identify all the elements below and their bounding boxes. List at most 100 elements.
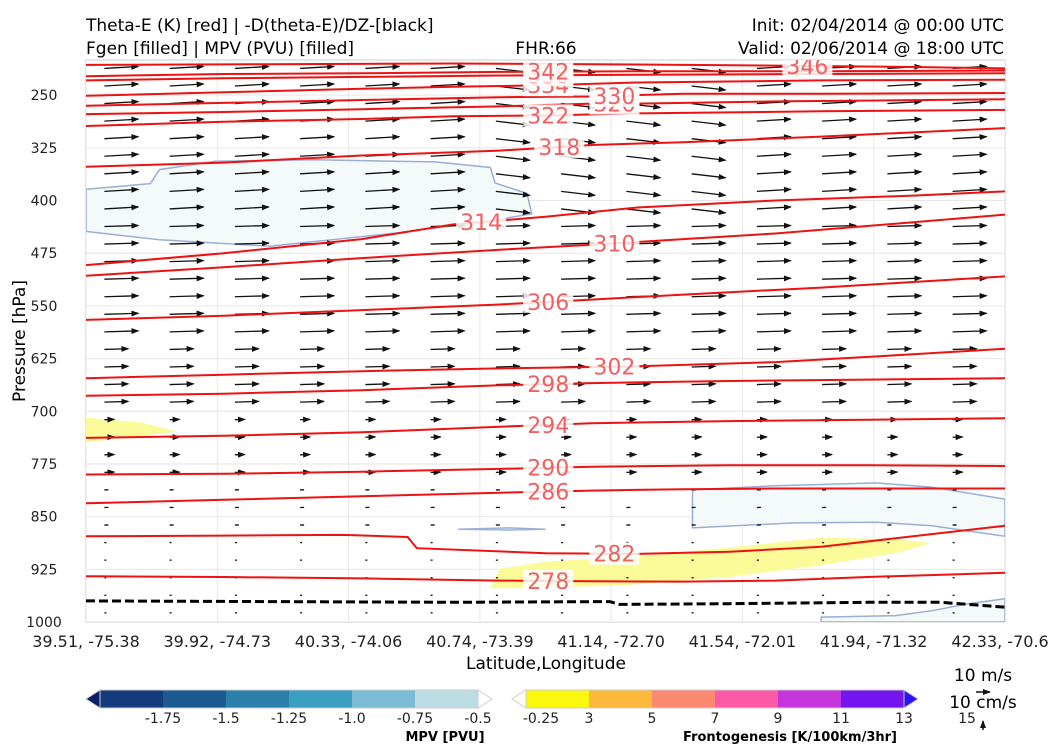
wind-vector: [756, 310, 792, 317]
colorbar-tick-label: -1.25: [271, 711, 307, 727]
wind-vector: [234, 363, 260, 370]
theta-e-contour: [86, 571, 1005, 583]
contour-label-bg: [523, 373, 574, 396]
wind-vector: [365, 292, 401, 299]
wind-vector: [300, 204, 336, 211]
wind-vector: [234, 186, 270, 193]
wind-vector: [952, 240, 988, 247]
mpv-region: [820, 598, 1005, 622]
y-axis-label: Pressure [hPa]: [10, 280, 30, 402]
colorbar-tick-label: 7: [711, 711, 720, 727]
wind-vector: [887, 169, 923, 176]
wind-vector: [691, 398, 717, 405]
contour-label-bg: [523, 456, 574, 479]
title-left-line-2: Fgen [filled] | MPV (PVU) [filled]: [86, 39, 354, 59]
valid-time: Valid: 02/06/2014 @ 18:00 UTC: [738, 39, 1004, 59]
y-axis: 250 325 400 475 550 625 700 775 850 925 1000: [26, 88, 62, 631]
wind-vector: [756, 169, 792, 176]
y-tick-label: 550: [31, 299, 58, 315]
colorbar-bin: [526, 690, 590, 708]
wind-vector: [756, 186, 792, 193]
wind-vector: [104, 63, 140, 70]
theta-e-contour: [86, 524, 1005, 555]
wind-vector: [430, 134, 466, 141]
x-axis: 39.51, -75.38 39.92, -74.73 40.33, -74.06 4…: [32, 632, 1048, 651]
colorbar-bin: [289, 690, 353, 708]
wind-vector: [887, 151, 923, 158]
wind-vector: [104, 222, 140, 229]
wind-vector: [952, 363, 978, 370]
contour-label-bg: [523, 290, 574, 313]
contour-label-bg: [782, 60, 833, 77]
wind-vector: [756, 292, 792, 299]
contour-label: 310: [593, 232, 635, 257]
wind-vector: [365, 98, 401, 105]
wind-vector: [430, 186, 466, 193]
colorbar-extend-left: [85, 689, 101, 709]
wind-vector: [169, 63, 205, 70]
wind-vector: [300, 328, 336, 335]
wind-vector: [495, 190, 531, 198]
wind-vector: [822, 151, 858, 158]
wind-vector: [952, 204, 988, 211]
wind-vector: [822, 169, 858, 176]
colorbar-tick-label: -0.25: [523, 711, 559, 727]
y-tick-label: 400: [31, 194, 58, 210]
wind-vector: [952, 381, 978, 388]
wind-vector: [822, 98, 858, 105]
wind-vector: [234, 169, 270, 176]
colorbar-bin: [163, 690, 227, 708]
wind-vector: [169, 116, 205, 123]
wind-vector: [691, 173, 727, 180]
wind-vector: [691, 222, 727, 229]
wind-vector: [691, 155, 727, 163]
contour-label: 318: [538, 136, 580, 161]
wind-vector: [822, 204, 858, 211]
wind-vector: [495, 155, 531, 163]
contour-label-bg: [523, 104, 574, 127]
wind-vector: [234, 345, 260, 352]
colorbar-tick-label: 13: [895, 711, 913, 727]
wind-vector: [104, 116, 140, 123]
mpv-region: [458, 527, 546, 531]
wind-vector: [495, 310, 531, 317]
wind-vector: [300, 310, 336, 317]
wind-vector: [104, 81, 140, 88]
wind-vector: [365, 328, 401, 335]
wind-vector: [887, 240, 923, 247]
wind-vector: [234, 134, 270, 141]
wind-vector: [169, 363, 195, 370]
colorbar-bin: [226, 690, 290, 708]
wind-vector: [756, 240, 792, 247]
contour-label: 286: [527, 481, 569, 506]
x-tick-label: 42.33, -70.6: [951, 632, 1048, 651]
wind-vector: [691, 381, 717, 388]
wind-vectors: [104, 63, 988, 614]
wind-vector: [104, 345, 130, 352]
wind-vector: [300, 81, 336, 88]
wind-vector: [169, 186, 205, 193]
wind-vector: [365, 116, 401, 123]
contour-label: 330: [593, 85, 635, 110]
wind-vector: [430, 240, 466, 247]
contour-label: 302: [593, 356, 635, 381]
wind-vector: [887, 222, 923, 229]
wind-vector: [626, 222, 662, 229]
wind-vector: [691, 120, 727, 128]
contour-label: 290: [527, 457, 569, 482]
y-tick-label: 625: [31, 352, 58, 368]
wind-vector: [887, 186, 923, 193]
wind-vector: [300, 292, 336, 299]
contour-label-bg: [523, 569, 574, 592]
colorbar-tick-label: -0.5: [464, 711, 491, 727]
wind-vector: [234, 63, 270, 70]
mpv-colorbar: -1.75 -1.5 -1.25 -1.0 -0.75 -0.5 -0.25: [85, 689, 559, 727]
wind-vector: [169, 381, 195, 388]
wind-vector: [822, 240, 858, 247]
theta-e-contour: [86, 190, 1005, 267]
wind-vector: [756, 81, 792, 88]
wind-vector: [300, 186, 336, 193]
wind-vector: [169, 345, 195, 352]
contour-label-bg: [589, 84, 640, 107]
